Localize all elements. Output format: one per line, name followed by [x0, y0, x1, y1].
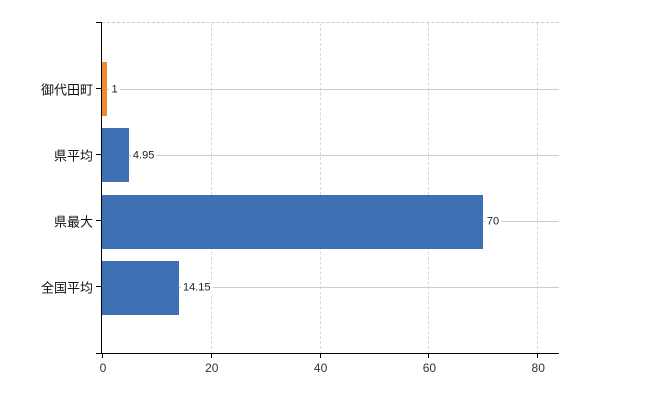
category-label: 全国平均 [40, 280, 93, 296]
x-axis-line [96, 353, 559, 354]
x-axis-tick-20 [210, 354, 212, 358]
y-axis-tick [96, 286, 102, 288]
y-axis-tick [96, 220, 102, 222]
x-axis-tick-label: 40 [313, 361, 328, 375]
gridline-x-20 [210, 23, 212, 354]
y-axis-line [101, 22, 102, 354]
row-gridline [102, 287, 559, 289]
plot-area: 1 4.95 70 14.15 [102, 22, 559, 354]
gridline-x-80 [537, 23, 539, 354]
bar-value-label: 14.15 [180, 281, 213, 295]
bar-series [102, 128, 129, 183]
bar-series [102, 194, 483, 249]
x-axis-tick-label: 0 [99, 361, 107, 375]
x-axis-tick-label: 80 [531, 361, 545, 375]
bar-value-label: 4.95 [130, 149, 157, 163]
category-label: 御代田町 [40, 82, 93, 98]
row-gridline [102, 154, 559, 156]
row-gridline [102, 88, 559, 90]
y-axis-tick [96, 87, 102, 89]
x-axis-tick-80 [537, 354, 539, 358]
gridline-x-40 [319, 23, 321, 354]
x-axis-tick-60 [428, 354, 430, 358]
category-label: 県最大 [53, 214, 93, 230]
x-axis-tick-label: 20 [205, 361, 219, 375]
category-label: 県平均 [53, 148, 93, 164]
x-axis-tick-label: 60 [422, 361, 437, 375]
x-axis-tick-0 [102, 354, 103, 358]
bar-series [102, 260, 179, 315]
bar-highlight [102, 62, 108, 117]
bar-value-label: 70 [484, 215, 502, 229]
gridline-x-60 [428, 23, 430, 354]
y-axis-tick [96, 153, 102, 155]
x-axis-tick-40 [319, 354, 321, 358]
y-axis-top-tick [96, 22, 102, 23]
bar-value-label: 1 [109, 83, 120, 97]
